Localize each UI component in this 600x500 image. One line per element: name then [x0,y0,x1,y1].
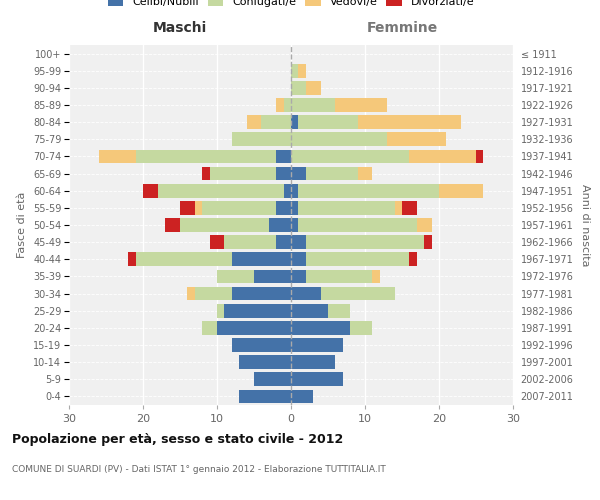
Bar [306,236,424,249]
Bar [439,184,484,198]
Bar [395,201,402,214]
Bar [291,286,320,300]
Bar [284,184,291,198]
Bar [320,286,395,300]
Bar [239,356,291,369]
Bar [247,116,262,129]
Bar [306,81,320,94]
Legend: Celibi/Nubili, Coniugati/e, Vedovi/e, Divorziati/e: Celibi/Nubili, Coniugati/e, Vedovi/e, Di… [108,0,474,7]
Bar [98,150,136,164]
Bar [262,116,291,129]
Bar [306,166,358,180]
Bar [232,132,291,146]
Bar [291,150,409,164]
Bar [373,270,380,283]
Bar [202,166,209,180]
Bar [417,218,431,232]
Bar [202,201,276,214]
Text: Femmine: Femmine [367,20,437,34]
Bar [291,321,350,334]
Bar [409,150,476,164]
Bar [209,166,276,180]
Bar [224,236,276,249]
Bar [136,150,276,164]
Bar [291,201,298,214]
Bar [276,98,284,112]
Bar [291,98,335,112]
Bar [269,218,291,232]
Text: Popolazione per età, sesso e stato civile - 2012: Popolazione per età, sesso e stato civil… [12,432,343,446]
Bar [350,321,373,334]
Y-axis label: Anni di nascita: Anni di nascita [580,184,590,266]
Bar [136,252,232,266]
Bar [358,116,461,129]
Bar [232,286,291,300]
Bar [254,372,291,386]
Bar [291,81,306,94]
Bar [224,304,291,318]
Bar [143,184,158,198]
Bar [276,201,291,214]
Bar [276,150,291,164]
Bar [291,116,298,129]
Bar [239,390,291,404]
Bar [291,372,343,386]
Text: Maschi: Maschi [153,20,207,34]
Bar [291,132,387,146]
Bar [195,286,232,300]
Bar [291,184,298,198]
Bar [424,236,431,249]
Bar [335,98,387,112]
Bar [291,270,306,283]
Bar [195,201,202,214]
Bar [328,304,350,318]
Bar [165,218,180,232]
Text: COMUNE DI SUARDI (PV) - Dati ISTAT 1° gennaio 2012 - Elaborazione TUTTITALIA.IT: COMUNE DI SUARDI (PV) - Dati ISTAT 1° ge… [12,466,386,474]
Bar [217,270,254,283]
Bar [291,64,298,78]
Bar [202,321,217,334]
Bar [291,236,306,249]
Bar [402,201,417,214]
Bar [291,252,306,266]
Bar [298,116,358,129]
Bar [276,166,291,180]
Bar [158,184,284,198]
Bar [306,252,409,266]
Bar [291,338,343,352]
Bar [291,390,313,404]
Bar [306,270,373,283]
Bar [128,252,136,266]
Bar [409,252,417,266]
Bar [291,166,306,180]
Bar [276,236,291,249]
Bar [187,286,195,300]
Y-axis label: Fasce di età: Fasce di età [17,192,28,258]
Bar [298,218,417,232]
Bar [232,252,291,266]
Bar [298,184,439,198]
Bar [217,304,224,318]
Bar [476,150,484,164]
Bar [291,304,328,318]
Bar [291,218,298,232]
Bar [291,356,335,369]
Bar [298,64,306,78]
Bar [217,321,291,334]
Bar [284,98,291,112]
Bar [180,218,269,232]
Bar [254,270,291,283]
Bar [209,236,224,249]
Bar [358,166,373,180]
Bar [232,338,291,352]
Bar [180,201,195,214]
Bar [387,132,446,146]
Bar [298,201,395,214]
